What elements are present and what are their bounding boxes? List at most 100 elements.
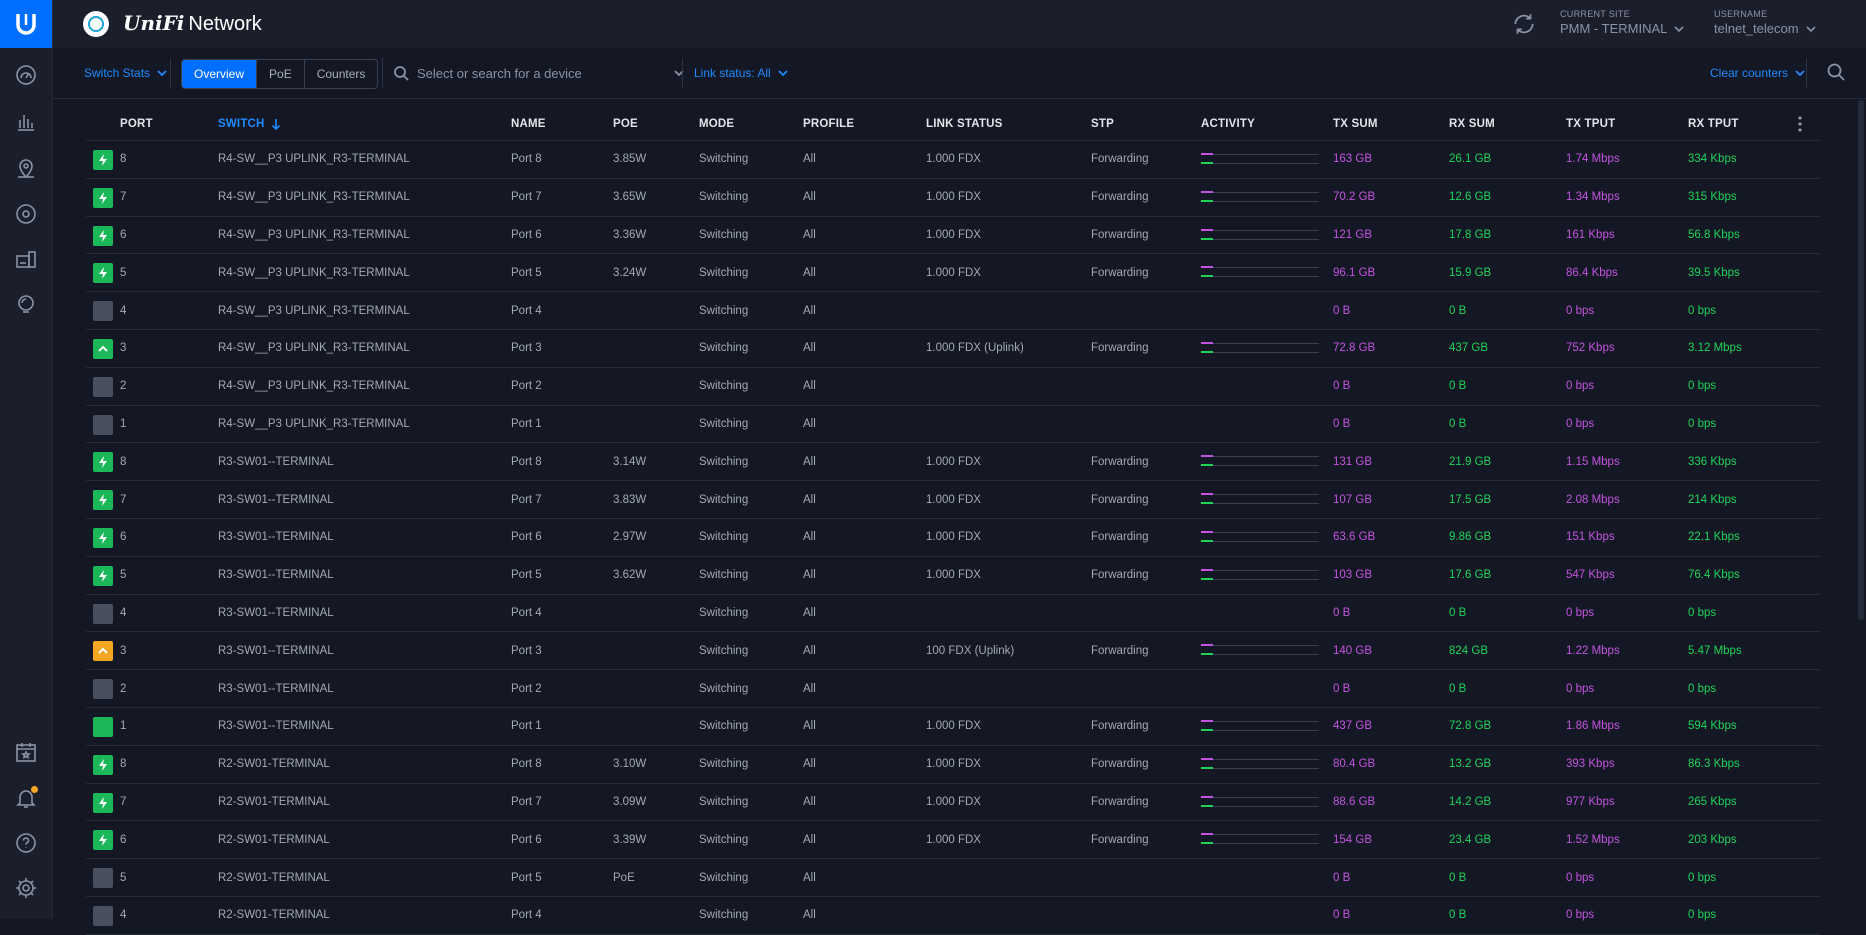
vertical-scrollbar[interactable]	[1858, 100, 1864, 620]
table-row[interactable]: 5 R3-SW01--TERMINAL Port 5 3.62W Switching Al…	[86, 557, 1820, 595]
col-port[interactable]: PORT	[120, 118, 153, 130]
port-status-down-icon[interactable]	[93, 376, 113, 397]
dashboard-icon[interactable]	[12, 61, 40, 89]
port-status-poe-icon[interactable]	[93, 830, 113, 851]
statistics-icon[interactable]	[12, 108, 40, 136]
col-tx-sum[interactable]: TX SUM	[1333, 118, 1378, 130]
refresh-icon[interactable]	[1511, 11, 1537, 37]
table-row[interactable]: 8 R4-SW__P3 UPLINK_R3-TERMINAL Port 8 3.85W…	[86, 141, 1820, 179]
table-row[interactable]: 6 R2-SW01-TERMINAL Port 6 3.39W Switching All…	[86, 821, 1820, 860]
table-row[interactable]: 6 R3-SW01--TERMINAL Port 6 2.97W Switching Al…	[86, 519, 1820, 557]
port-status-poe-icon[interactable]	[93, 263, 113, 284]
port-status-down-icon[interactable]	[93, 414, 113, 435]
col-poe[interactable]: POE	[613, 118, 638, 130]
table-row[interactable]: 1 R4-SW__P3 UPLINK_R3-TERMINAL Port 1 Switc…	[86, 406, 1820, 444]
table-row[interactable]: 8 R3-SW01--TERMINAL Port 8 3.14W Switching Al…	[86, 443, 1820, 482]
divider	[1806, 58, 1807, 88]
port-status-down-icon[interactable]	[93, 679, 113, 700]
port-status-poe-icon[interactable]	[93, 754, 113, 775]
table-row[interactable]: 2 R4-SW__P3 UPLINK_R3-TERMINAL Port 2 Switc…	[86, 368, 1820, 406]
tab-counters[interactable]: Counters	[303, 60, 378, 88]
port-status-poe-icon[interactable]	[93, 490, 113, 511]
port-status-poe-icon[interactable]	[93, 452, 113, 473]
table-row[interactable]: 7 R3-SW01--TERMINAL Port 7 3.83W Switching Al…	[86, 481, 1820, 519]
tx-tput-cell: 161 Kbps	[1566, 228, 1615, 241]
user-value: telnet_telecom	[1714, 21, 1799, 36]
port-status-poe-icon[interactable]	[93, 565, 113, 586]
stp-cell: Forwarding	[1091, 153, 1149, 166]
link-status-filter[interactable]: Link status: All	[694, 48, 789, 98]
name-cell: Port 2	[511, 682, 542, 695]
search-icon[interactable]	[1826, 62, 1846, 82]
col-mode[interactable]: MODE	[699, 118, 735, 130]
settings-icon[interactable]	[12, 874, 40, 902]
table-row[interactable]: 7 R2-SW01-TERMINAL Port 7 3.09W Switching All…	[86, 784, 1820, 822]
table-row[interactable]: 3 R4-SW__P3 UPLINK_R3-TERMINAL Port 3 Switc…	[86, 330, 1820, 368]
tab-overview[interactable]: Overview	[182, 60, 257, 88]
rx-tput-cell: 203 Kbps	[1688, 833, 1737, 846]
rx-sum-cell: 0 B	[1449, 682, 1467, 695]
clients-icon[interactable]	[12, 246, 40, 274]
switch-cell: R2-SW01-TERMINAL	[218, 833, 330, 846]
port-status-uplink-warn-icon[interactable]	[93, 641, 113, 662]
devices-icon[interactable]	[12, 200, 40, 228]
col-switch[interactable]: SWITCH	[218, 108, 281, 140]
table-row[interactable]: 4 R3-SW01--TERMINAL Port 4 Switching All 0 B 0…	[86, 595, 1820, 633]
chevron-down-icon[interactable]	[673, 67, 685, 79]
events-icon[interactable]	[12, 738, 40, 766]
table-row[interactable]: 7 R4-SW__P3 UPLINK_R3-TERMINAL Port 7 3.65W…	[86, 179, 1820, 217]
tx-tput-cell: 1.15 Mbps	[1566, 455, 1620, 468]
table-row[interactable]: 1 R3-SW01--TERMINAL Port 1 Switching All 1.00…	[86, 708, 1820, 746]
switch-stats-dropdown[interactable]: Switch Stats	[84, 48, 168, 98]
port-cell: 5	[120, 871, 127, 884]
col-profile[interactable]: PROFILE	[803, 118, 855, 130]
table-row[interactable]: 6 R4-SW__P3 UPLINK_R3-TERMINAL Port 6 3.36W…	[86, 217, 1820, 255]
port-cell: 6	[120, 228, 127, 241]
table-row[interactable]: 8 R2-SW01-TERMINAL Port 8 3.10W Switching All…	[86, 746, 1820, 784]
profile-cell: All	[803, 569, 816, 582]
port-status-down-icon[interactable]	[93, 301, 113, 322]
rx-tput-cell: 39.5 Kbps	[1688, 266, 1740, 279]
poe-cell: 3.62W	[613, 569, 647, 582]
activity-sparkline	[1201, 832, 1319, 846]
site-selector[interactable]: CURRENT SITE PMM - TERMINAL	[1560, 9, 1685, 36]
port-status-poe-icon[interactable]	[93, 187, 113, 208]
col-name[interactable]: NAME	[511, 118, 546, 130]
ubiquiti-logo-icon[interactable]	[0, 0, 52, 48]
port-status-up-icon[interactable]	[93, 716, 113, 737]
user-label: USERNAME	[1714, 9, 1768, 19]
port-status-poe-icon[interactable]	[93, 792, 113, 813]
port-status-down-icon[interactable]	[93, 868, 113, 889]
col-link-status[interactable]: LINK STATUS	[926, 118, 1003, 130]
alerts-icon[interactable]	[12, 784, 40, 812]
port-status-poe-icon[interactable]	[93, 225, 113, 246]
port-status-uplink-icon[interactable]	[93, 338, 113, 359]
tx-tput-cell: 0 bps	[1566, 871, 1595, 884]
tab-poe[interactable]: PoE	[256, 60, 304, 88]
port-status-down-icon[interactable]	[93, 603, 113, 624]
user-menu[interactable]: USERNAME telnet_telecom	[1714, 9, 1817, 36]
table-row[interactable]: 3 R3-SW01--TERMINAL Port 3 Switching All 100 …	[86, 632, 1820, 671]
rx-sum-cell: 13.2 GB	[1449, 758, 1492, 771]
table-row[interactable]: 5 R2-SW01-TERMINAL Port 5 PoE Switching All 0 …	[86, 859, 1820, 897]
col-rx-tput[interactable]: RX TPUT	[1688, 118, 1739, 130]
table-row[interactable]: 4 R2-SW01-TERMINAL Port 4 Switching All 0 B 0 …	[86, 897, 1820, 935]
port-status-poe-icon[interactable]	[93, 527, 113, 548]
column-options-icon[interactable]	[1798, 108, 1802, 140]
table-row[interactable]: 5 R4-SW__P3 UPLINK_R3-TERMINAL Port 5 3.24W…	[86, 254, 1820, 293]
help-icon[interactable]	[12, 829, 40, 857]
table-row[interactable]: 2 R3-SW01--TERMINAL Port 2 Switching All 0 B 0…	[86, 670, 1820, 708]
col-tx-tput[interactable]: TX TPUT	[1566, 118, 1616, 130]
col-rx-sum[interactable]: RX SUM	[1449, 118, 1495, 130]
rx-sum-cell: 9.86 GB	[1449, 531, 1492, 544]
table-row[interactable]: 4 R4-SW__P3 UPLINK_R3-TERMINAL Port 4 Switc…	[86, 292, 1820, 330]
clear-counters-button[interactable]: Clear counters	[1710, 48, 1806, 98]
col-activity[interactable]: ACTIVITY	[1201, 118, 1255, 130]
port-status-poe-icon[interactable]	[93, 150, 113, 170]
col-stp[interactable]: STP	[1091, 118, 1114, 130]
activity-sparkline	[1201, 492, 1319, 506]
port-status-down-icon[interactable]	[93, 905, 113, 926]
insights-icon[interactable]	[12, 290, 40, 318]
map-icon[interactable]	[12, 154, 40, 182]
device-search-input[interactable]: Select or search for a device	[393, 59, 693, 87]
